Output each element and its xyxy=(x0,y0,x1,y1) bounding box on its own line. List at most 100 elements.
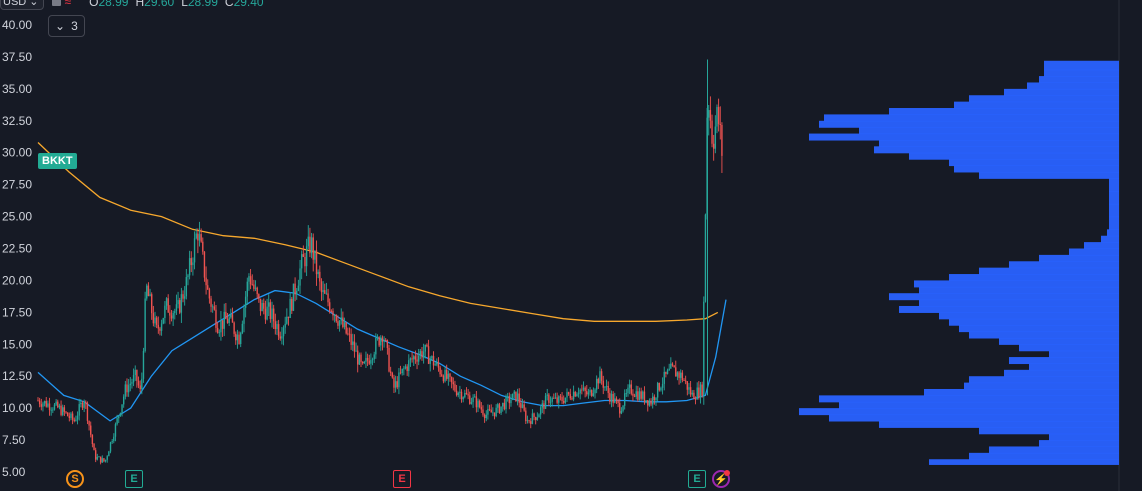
candle-body xyxy=(386,340,389,348)
candle-body xyxy=(223,311,225,329)
candle-body xyxy=(324,290,326,294)
candle-body xyxy=(409,358,412,361)
candle-body xyxy=(277,324,280,337)
candle-body xyxy=(202,241,204,252)
y-tick-label: 40.00 xyxy=(2,18,32,32)
candle-body xyxy=(444,369,446,382)
y-tick-label: 27.50 xyxy=(2,178,32,192)
volume-profile-bar xyxy=(954,101,1119,109)
candle-body xyxy=(393,377,395,388)
candle-body xyxy=(668,368,670,371)
indicator-box-icon[interactable] xyxy=(51,0,61,6)
candle-body xyxy=(632,393,634,396)
candle-body xyxy=(483,414,486,419)
candle-body xyxy=(563,400,565,403)
candle-body xyxy=(614,398,616,403)
volume-profile-bar xyxy=(954,165,1119,173)
volume-profile-bar xyxy=(1109,203,1119,218)
candle-body xyxy=(205,277,207,286)
candle-body xyxy=(592,393,595,396)
symbol-selector[interactable]: USD ⌄ xyxy=(0,0,44,10)
candle-body xyxy=(48,403,51,411)
candle-body xyxy=(157,324,160,329)
candle-body xyxy=(569,394,572,399)
candle-body xyxy=(452,382,454,385)
candle-body xyxy=(47,403,49,407)
volume-profile-bar xyxy=(874,146,1119,154)
candle-body xyxy=(63,407,66,412)
candle-body xyxy=(302,254,305,257)
candle-body xyxy=(81,402,84,408)
y-tick-label: 22.50 xyxy=(2,242,32,256)
candle-body xyxy=(686,381,689,390)
split-event-icon[interactable]: S xyxy=(66,470,84,488)
candle-body xyxy=(230,314,232,318)
candle-body xyxy=(378,337,380,346)
candle-body xyxy=(221,320,224,329)
earnings-event-icon[interactable]: E xyxy=(125,470,143,488)
candle-body xyxy=(284,323,286,328)
volume-profile-bar xyxy=(949,159,1119,167)
volume-profile-bar xyxy=(999,337,1119,345)
candle-body xyxy=(371,359,374,361)
volume-profile-bar xyxy=(909,152,1119,160)
candle-body xyxy=(103,458,105,462)
candle-body xyxy=(98,456,100,458)
volume-profile-bar xyxy=(929,459,1119,465)
candle-body xyxy=(528,420,530,422)
candle-body xyxy=(553,397,555,399)
candle-body xyxy=(467,394,469,396)
volume-profile-bar xyxy=(1019,344,1119,352)
candle-body xyxy=(141,378,143,390)
volume-profile-bar xyxy=(1049,350,1119,358)
candle-body xyxy=(579,389,581,394)
candle-body xyxy=(661,383,664,388)
volume-profile-bar xyxy=(1004,88,1119,96)
candle-body xyxy=(416,359,418,362)
candle-body xyxy=(291,298,293,311)
notification-dot xyxy=(724,470,730,476)
candle-body xyxy=(538,414,540,418)
candle-body xyxy=(426,344,428,347)
indicators-collapse-button[interactable]: ⌄ 3 xyxy=(48,15,85,37)
candle-body xyxy=(276,324,278,330)
volume-profile-bar xyxy=(879,139,1119,147)
candle-body xyxy=(485,414,487,419)
candle-body xyxy=(249,276,252,285)
candle-body xyxy=(182,294,184,299)
candle-body xyxy=(564,397,567,403)
candle-body xyxy=(505,396,507,410)
flash-event-icon[interactable]: ⚡ xyxy=(712,470,730,488)
candle-body xyxy=(678,372,680,378)
candle-body xyxy=(58,405,61,408)
candle-body xyxy=(508,396,511,404)
candle-body xyxy=(437,362,440,368)
candle-body xyxy=(195,233,197,239)
candle-body xyxy=(282,327,285,337)
volume-profile-bar xyxy=(879,420,1119,428)
candle-body xyxy=(88,420,90,426)
candle-body xyxy=(136,369,138,381)
y-tick-label: 30.00 xyxy=(2,146,32,160)
candle-body xyxy=(192,262,194,266)
y-tick-label: 7.50 xyxy=(2,433,26,447)
candle-body xyxy=(101,458,103,463)
candle-body xyxy=(118,415,120,419)
ohlc-readout: O28.99 H29.60 L28.99 C29.40 xyxy=(89,0,264,9)
earnings-event-icon[interactable]: E xyxy=(393,470,411,488)
candle-body xyxy=(635,391,637,397)
candle-body xyxy=(536,417,539,420)
candle-body xyxy=(681,372,684,381)
earnings-event-icon[interactable]: E xyxy=(688,470,706,488)
volume-profile-bar xyxy=(969,376,1119,384)
candle-body xyxy=(90,425,92,435)
candle-body xyxy=(655,397,657,401)
candle-body xyxy=(43,401,46,404)
candle-body xyxy=(104,459,107,462)
candle-body xyxy=(327,293,329,303)
candle-body xyxy=(38,400,41,405)
candle-body xyxy=(40,404,42,407)
candle-body xyxy=(684,380,687,382)
wave-icon[interactable]: ≈ xyxy=(64,0,72,9)
